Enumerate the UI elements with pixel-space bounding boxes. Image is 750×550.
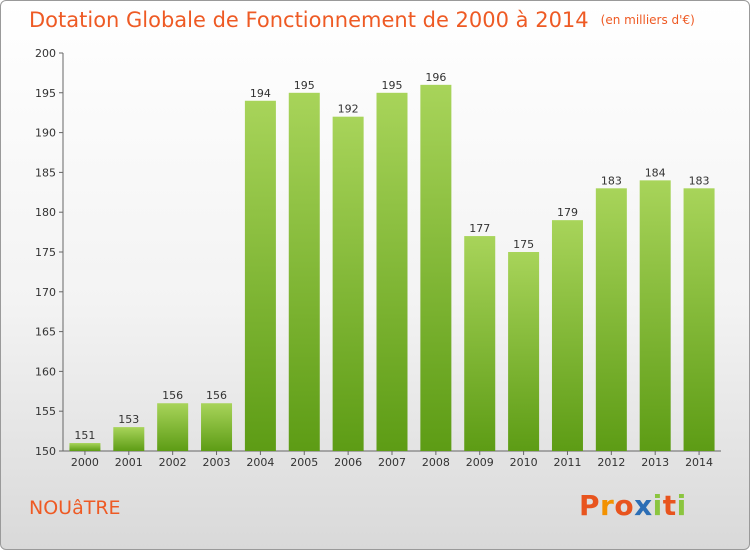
- y-tick-label: 185: [35, 166, 56, 179]
- chart-subtitle: (en milliers d'€): [600, 13, 695, 27]
- y-tick-label: 170: [35, 286, 56, 299]
- bar-value-label: 192: [338, 103, 359, 116]
- proxiti-logo[interactable]: Proxiti: [579, 489, 687, 522]
- x-tick-label: 2003: [203, 456, 231, 469]
- commune-name: NOUâTRE: [29, 497, 121, 519]
- x-tick-label: 2011: [553, 456, 581, 469]
- bar-value-label: 195: [382, 79, 403, 92]
- bar: [508, 252, 540, 451]
- bar-value-label: 175: [513, 238, 534, 251]
- bar: [595, 188, 627, 451]
- logo-letter: P: [579, 489, 601, 522]
- x-tick-label: 2009: [466, 456, 494, 469]
- bar-value-label: 183: [601, 174, 622, 187]
- x-tick-label: 2005: [290, 456, 318, 469]
- bar: [157, 403, 189, 451]
- bar: [113, 427, 145, 451]
- bar: [464, 236, 496, 451]
- logo-letter: i: [652, 489, 663, 522]
- x-tick-label: 2006: [334, 456, 362, 469]
- logo-letter: i: [676, 489, 687, 522]
- x-tick-label: 2002: [159, 456, 187, 469]
- chart-title: Dotation Globale de Fonctionnement de 20…: [29, 8, 695, 32]
- bars: 151 2000 153 2001 156 2002 156 2003 194 2004 195 20…: [69, 71, 715, 469]
- y-tick-label: 180: [35, 206, 56, 219]
- bar-value-label: 151: [74, 429, 95, 442]
- bar: [420, 84, 452, 451]
- bar-value-label: 196: [425, 71, 446, 84]
- bar: [201, 403, 233, 451]
- bar-value-label: 156: [162, 389, 183, 402]
- bar: [69, 443, 101, 451]
- x-tick-label: 2004: [246, 456, 274, 469]
- bar: [683, 188, 715, 451]
- logo-letter: x: [634, 489, 653, 522]
- bar-value-label: 179: [557, 206, 578, 219]
- bar-value-label: 156: [206, 389, 227, 402]
- x-tick-label: 2000: [71, 456, 99, 469]
- y-tick-label: 150: [35, 445, 56, 458]
- bar-value-label: 184: [645, 166, 666, 179]
- bar: [639, 180, 671, 452]
- bar: [244, 100, 276, 451]
- bar: [551, 220, 583, 451]
- y-tick-label: 195: [35, 87, 56, 100]
- logo-letter: o: [614, 489, 635, 522]
- bar: [332, 116, 364, 452]
- bar-value-label: 177: [469, 222, 490, 235]
- bar-value-label: 194: [250, 87, 271, 100]
- bar: [288, 92, 320, 452]
- x-tick-label: 2007: [378, 456, 406, 469]
- bar: [376, 92, 408, 452]
- y-tick-label: 160: [35, 365, 56, 378]
- x-tick-label: 2010: [510, 456, 538, 469]
- logo-letter: t: [662, 489, 677, 522]
- logo-letter: r: [600, 489, 615, 522]
- x-tick-label: 2014: [685, 456, 713, 469]
- bar-value-label: 195: [294, 79, 315, 92]
- y-tick-label: 200: [35, 47, 56, 60]
- x-tick-label: 2001: [115, 456, 143, 469]
- y-tick-label: 190: [35, 127, 56, 140]
- y-tick-label: 175: [35, 246, 56, 259]
- y-axis: 150 155 160 165 170 175 180 185 190 195 200: [35, 47, 721, 458]
- y-tick-label: 165: [35, 326, 56, 339]
- y-tick-label: 155: [35, 405, 56, 418]
- bar-value-label: 153: [118, 413, 139, 426]
- x-tick-label: 2013: [641, 456, 669, 469]
- x-tick-label: 2008: [422, 456, 450, 469]
- bar-value-label: 183: [689, 174, 710, 187]
- x-tick-label: 2012: [597, 456, 625, 469]
